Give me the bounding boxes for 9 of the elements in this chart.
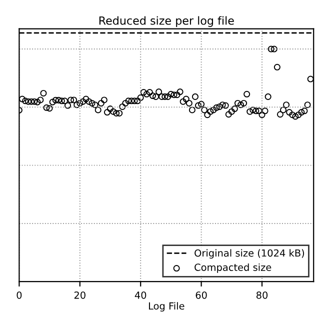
legend-label: Original size (1024 kB) [194,249,304,259]
x-axis-title: Log File [148,302,184,312]
x-tick-label: 0 [16,291,22,299]
chart-title: Reduced size per log file [99,16,234,27]
x-tick-label: 60 [196,291,207,299]
x-tick-label: 80 [256,291,268,299]
x-tick-label: 40 [134,291,146,299]
x-tick-label: 20 [74,291,86,299]
legend-label: Compacted size [194,263,272,273]
